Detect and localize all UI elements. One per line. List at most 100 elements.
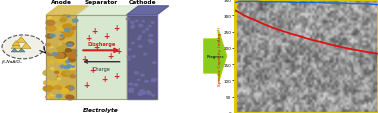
Text: +: +: [113, 24, 120, 33]
Circle shape: [60, 89, 68, 93]
Text: Progress: Progress: [207, 54, 225, 59]
Circle shape: [66, 41, 74, 45]
Text: +: +: [115, 46, 122, 55]
Circle shape: [54, 66, 61, 70]
Circle shape: [129, 90, 133, 93]
Circle shape: [147, 92, 151, 95]
Circle shape: [46, 21, 55, 26]
Circle shape: [2, 36, 44, 59]
Circle shape: [57, 78, 60, 80]
Circle shape: [60, 83, 68, 87]
Circle shape: [143, 32, 145, 33]
Circle shape: [132, 56, 135, 58]
Text: +: +: [81, 54, 87, 63]
Circle shape: [53, 48, 61, 52]
Circle shape: [56, 71, 60, 73]
Polygon shape: [18, 49, 25, 53]
Circle shape: [152, 95, 155, 96]
Circle shape: [53, 18, 59, 21]
Polygon shape: [76, 16, 127, 99]
Circle shape: [52, 76, 58, 80]
Circle shape: [48, 18, 52, 20]
Circle shape: [132, 26, 134, 27]
Text: +: +: [113, 71, 120, 80]
Circle shape: [66, 61, 70, 63]
Circle shape: [67, 65, 71, 68]
Circle shape: [131, 43, 134, 44]
Circle shape: [51, 93, 55, 96]
Circle shape: [148, 40, 152, 42]
Circle shape: [70, 75, 75, 78]
Circle shape: [46, 96, 51, 99]
Circle shape: [65, 68, 68, 69]
Text: Charge: Charge: [93, 66, 110, 71]
Text: +: +: [101, 75, 108, 84]
Circle shape: [46, 44, 50, 47]
Text: Anode: Anode: [51, 0, 72, 5]
Circle shape: [62, 72, 71, 77]
Circle shape: [67, 42, 74, 47]
Circle shape: [67, 96, 74, 100]
Text: Electrolyte: Electrolyte: [82, 107, 118, 112]
Circle shape: [73, 20, 78, 23]
Circle shape: [142, 21, 144, 23]
Circle shape: [67, 44, 72, 47]
Circle shape: [131, 27, 134, 29]
Circle shape: [137, 38, 141, 40]
Y-axis label: Specific Capacity (mAhg⁻¹): Specific Capacity (mAhg⁻¹): [218, 27, 222, 86]
Text: Discharge: Discharge: [87, 42, 116, 47]
Circle shape: [54, 86, 62, 90]
Circle shape: [65, 66, 70, 69]
Circle shape: [138, 46, 142, 48]
Circle shape: [54, 53, 64, 59]
Circle shape: [43, 86, 53, 92]
Circle shape: [149, 26, 151, 28]
Circle shape: [51, 77, 56, 80]
Circle shape: [71, 50, 77, 53]
Circle shape: [63, 25, 72, 30]
Circle shape: [68, 31, 73, 34]
Circle shape: [67, 86, 73, 89]
Circle shape: [46, 26, 56, 32]
Circle shape: [63, 32, 72, 37]
Circle shape: [138, 93, 143, 96]
Circle shape: [68, 44, 76, 48]
Circle shape: [129, 59, 130, 60]
Text: Cathode: Cathode: [129, 0, 156, 5]
Circle shape: [52, 53, 57, 56]
Circle shape: [144, 54, 147, 55]
Circle shape: [52, 19, 58, 22]
Circle shape: [65, 86, 74, 91]
Circle shape: [71, 88, 74, 89]
Text: β-NaAlO₂: β-NaAlO₂: [2, 60, 22, 64]
Circle shape: [130, 22, 134, 24]
Circle shape: [152, 79, 156, 81]
Circle shape: [136, 21, 138, 22]
Circle shape: [57, 33, 67, 38]
Circle shape: [57, 48, 65, 52]
Circle shape: [57, 22, 60, 24]
Circle shape: [58, 27, 65, 31]
Circle shape: [62, 17, 68, 20]
Circle shape: [55, 72, 59, 74]
Circle shape: [71, 51, 75, 53]
Circle shape: [60, 19, 66, 23]
Circle shape: [65, 95, 71, 98]
Circle shape: [58, 44, 62, 46]
Circle shape: [65, 70, 74, 76]
Circle shape: [71, 28, 75, 31]
Circle shape: [134, 72, 138, 74]
Circle shape: [139, 25, 143, 27]
Circle shape: [151, 22, 154, 24]
Circle shape: [50, 21, 53, 23]
Polygon shape: [16, 37, 26, 43]
Circle shape: [65, 65, 75, 70]
Text: +: +: [107, 52, 114, 61]
Circle shape: [56, 95, 62, 98]
Circle shape: [54, 33, 63, 38]
Circle shape: [127, 57, 130, 58]
Circle shape: [62, 55, 68, 58]
Circle shape: [146, 29, 149, 31]
Circle shape: [68, 67, 75, 71]
Circle shape: [51, 90, 60, 95]
